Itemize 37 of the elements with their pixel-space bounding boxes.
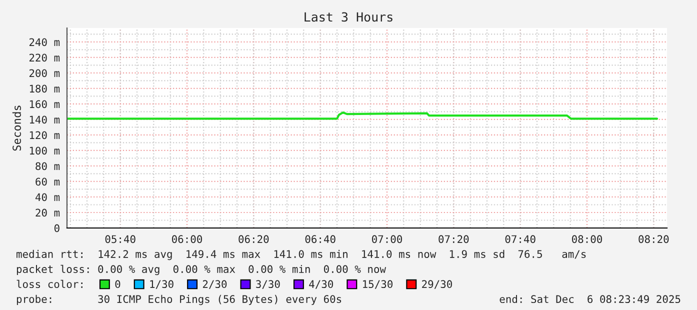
y-tick-label: 120 m [30,131,60,140]
y-tick-label: 220 m [29,54,60,62]
x-tick-label: 07:00 [372,235,402,244]
legend-title: loss color: [16,280,82,288]
legend-label: 1/30 [150,280,174,289]
x-tick-label: 08:20 [638,235,669,244]
y-tick-label: 60 m [36,178,60,186]
legend-label: 15/30 [363,280,392,289]
x-tick-label: 08:00 [572,235,602,244]
text: packet loss: 0.00 % avg 0.00 % max 0.00 % min 0.00 % now [16,264,386,276]
legend-label: 4/30 [309,280,334,289]
y-axis-title: Seconds [12,106,21,151]
y-tick-label: 80 m [36,162,60,170]
chart-title: Last 3 Hours [304,12,392,22]
legend-label: 0 [115,280,120,288]
line-series [67,111,658,120]
y-tick-label: 140 m [30,116,60,124]
y-tick-label: 20 m [36,208,60,217]
x-tick-label: 07:20 [438,235,469,244]
y-tick-label: 160 m [30,100,60,108]
y-tick-label: 180 m [30,84,60,93]
x-tick-label: 06:40 [305,235,336,244]
y-tick-label: 200 m [29,69,60,78]
x-tick-label: 06:20 [238,235,269,244]
legend-label: 29/30 [422,280,452,289]
y-tick-label: 240 m [29,38,60,46]
text: probe: 30 ICMP Echo Pings (56 Bytes) every 60s [16,294,342,306]
y-tick-label: 40 m [35,193,60,202]
x-tick-label: 05:40 [105,235,136,244]
text: end: Sat Dec 6 08:23:49 2025 [500,294,680,304]
legend-label: 3/30 [256,280,280,289]
text: median rtt: 142.2 ms avg 149.4 ms max 141.0 ms min 141.0 ms now 1.9 ms sd 76.5 am/s [16,250,586,260]
legend-label: 2/30 [202,280,227,289]
x-tick-label: 07:40 [505,235,536,244]
y-tick-label: 0 [54,224,60,232]
x-tick-label: 06:00 [172,235,202,244]
y-tick-label: 100 m [30,146,60,155]
